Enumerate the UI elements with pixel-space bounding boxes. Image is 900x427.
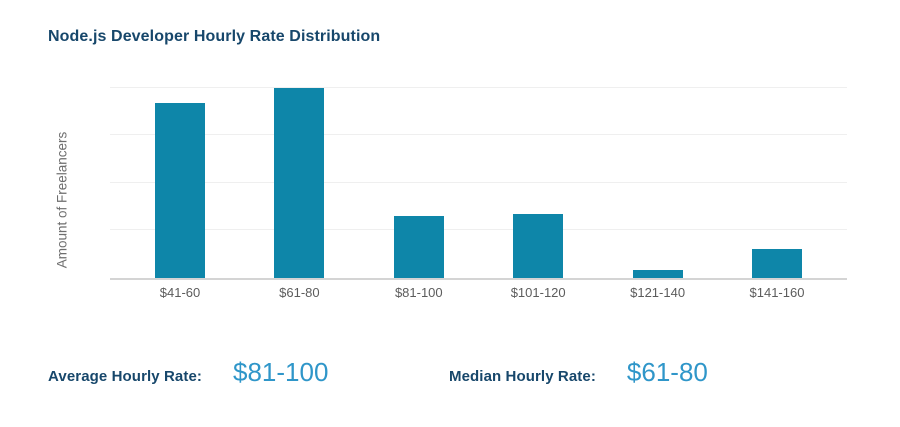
x-tick-label: $61-80 bbox=[279, 285, 320, 300]
chart-title: Node.js Developer Hourly Rate Distributi… bbox=[48, 28, 381, 45]
gridline bbox=[110, 86, 847, 88]
bar-101-120 bbox=[513, 214, 564, 278]
median-rate-stat: Median Hourly Rate: $61-80 bbox=[449, 357, 708, 388]
average-rate-label: Average Hourly Rate: bbox=[48, 368, 202, 385]
average-rate-stat: Average Hourly Rate: $81-100 bbox=[48, 357, 328, 388]
bar-81-100 bbox=[393, 216, 444, 278]
x-tick-label: $141-160 bbox=[749, 285, 805, 300]
median-rate-value: $61-80 bbox=[626, 357, 708, 387]
median-rate-label: Median Hourly Rate: bbox=[449, 368, 596, 385]
gridline bbox=[110, 229, 847, 231]
x-axis-line bbox=[110, 278, 847, 280]
y-axis-label: Amount of Freelancers bbox=[54, 131, 70, 269]
plot-area: $41-60 $61-80 $81-100 $101-120 $121-140 $141-… bbox=[110, 80, 847, 300]
x-tick-label: $41-60 bbox=[159, 285, 201, 300]
x-tick-label: $101-120 bbox=[510, 285, 566, 300]
bar-61-80 bbox=[274, 87, 325, 278]
x-tick-label: $81-100 bbox=[394, 285, 443, 300]
average-rate-value: $81-100 bbox=[233, 357, 329, 387]
gridline bbox=[110, 134, 847, 136]
bar-121-140 bbox=[632, 270, 683, 278]
gridline bbox=[110, 181, 847, 183]
bar-41-60 bbox=[155, 102, 205, 278]
x-tick-label: $121-140 bbox=[630, 285, 686, 300]
bar-141-160 bbox=[752, 248, 802, 278]
